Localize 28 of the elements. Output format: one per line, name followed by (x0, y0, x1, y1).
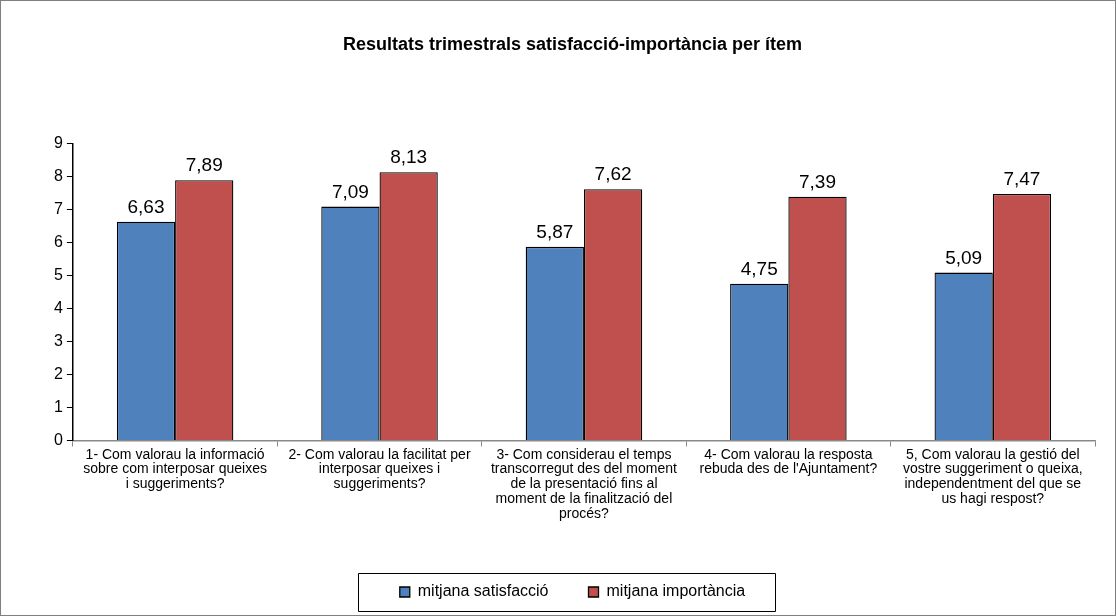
y-tick-label: 3 (53, 331, 63, 349)
y-tick-label: 1 (53, 397, 63, 415)
y-tick-label: 9 (53, 134, 63, 152)
legend-label: mitjana satisfacció (417, 582, 549, 600)
data-label: 7,47 (1003, 168, 1041, 190)
y-tick-label: 2 (53, 364, 63, 382)
data-label: 7,39 (799, 170, 836, 192)
x-tick-label: 1- Com valorau la informació sobre com interposar queixes i suggeriments? (83, 445, 267, 492)
data-label: 5,09 (945, 246, 983, 268)
y-tick-label: 5 (53, 265, 63, 283)
y-tick-label: 6 (53, 232, 63, 250)
data-label: 7,62 (594, 163, 632, 185)
y-tick-label: 0 (53, 430, 63, 448)
data-label: 5,87 (536, 220, 574, 242)
chart-title: Resultats trimestrals satisfacció-importància per ítem (342, 33, 803, 54)
data-label: 6,63 (127, 195, 165, 217)
x-tick-label: 4- Com valorau la resposta rebuda des de l'Ajuntament? (699, 445, 878, 477)
legend-label: mitjana importància (606, 582, 746, 600)
x-tick-label: 2- Com valorau la facilitat per interposar queixes i suggeriments? (288, 445, 471, 492)
data-label: 8,13 (390, 146, 428, 168)
x-tick-label: 5, Com valorau la gestió del vostre suggeriment o queixa, independentment del que se us hagi respost? (902, 445, 1083, 506)
data-label: 4,75 (740, 257, 778, 279)
y-tick-label: 8 (53, 167, 63, 184)
y-tick-label: 7 (53, 199, 63, 217)
data-label: 7,89 (185, 154, 223, 176)
y-tick-label: 4 (53, 298, 63, 316)
data-label: 7,09 (331, 180, 369, 202)
x-tick-label: 3- Com considerau el temps transcorregut des del moment de la presentació fins al moment de la finalització del procés? (490, 445, 678, 521)
